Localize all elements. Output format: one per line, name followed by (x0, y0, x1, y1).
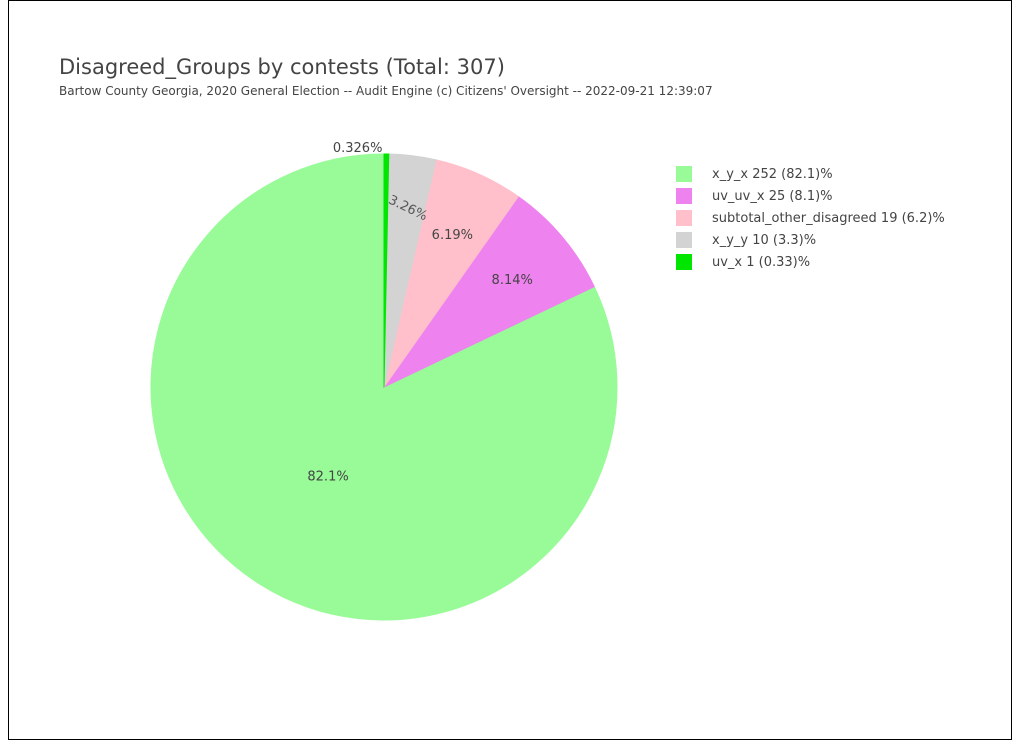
legend-label: uv_uv_x 25 (8.1)% (712, 188, 833, 204)
pie-slice-uv-x[interactable] (383, 153, 390, 388)
legend-item-uv-uv-x[interactable]: uv_uv_x 25 (8.1)% (676, 185, 945, 207)
legend-label: x_y_y 10 (3.3)% (712, 232, 817, 248)
legend-swatch (676, 254, 692, 270)
legend-item-subtotal-other-disagreed[interactable]: subtotal_other_disagreed 19 (6.2)% (676, 207, 945, 229)
pie-slice-uv-uv-x[interactable] (382, 195, 595, 389)
pie-label-uv-x: 0.326% (333, 141, 383, 156)
pie-label-subtotal-other-disagreed: 6.19% (432, 228, 473, 243)
legend-item-uv-x[interactable]: uv_x 1 (0.33)% (676, 251, 945, 273)
chart-title: Disagreed_Groups by contests (Total: 307… (59, 55, 505, 79)
legend-label: uv_x 1 (0.33)% (712, 254, 811, 270)
legend-label: subtotal_other_disagreed 19 (6.2)% (712, 210, 945, 226)
pie-label-uv-uv-x: 8.14% (492, 273, 533, 288)
chart-subtitle: Bartow County Georgia, 2020 General Elec… (59, 84, 713, 98)
legend-swatch (676, 166, 692, 182)
legend-swatch (676, 210, 692, 226)
pie-label-x-y-x: 82.1% (307, 470, 348, 485)
legend-swatch (676, 232, 692, 248)
legend-swatch (676, 188, 692, 204)
legend-label: x_y_x 252 (82.1)% (712, 166, 833, 182)
legend-item-x-y-x[interactable]: x_y_x 252 (82.1)% (676, 163, 945, 185)
legend-item-x-y-y[interactable]: x_y_y 10 (3.3)% (676, 229, 945, 251)
chart-legend: x_y_x 252 (82.1)% uv_uv_x 25 (8.1)% subtot… (676, 163, 945, 273)
